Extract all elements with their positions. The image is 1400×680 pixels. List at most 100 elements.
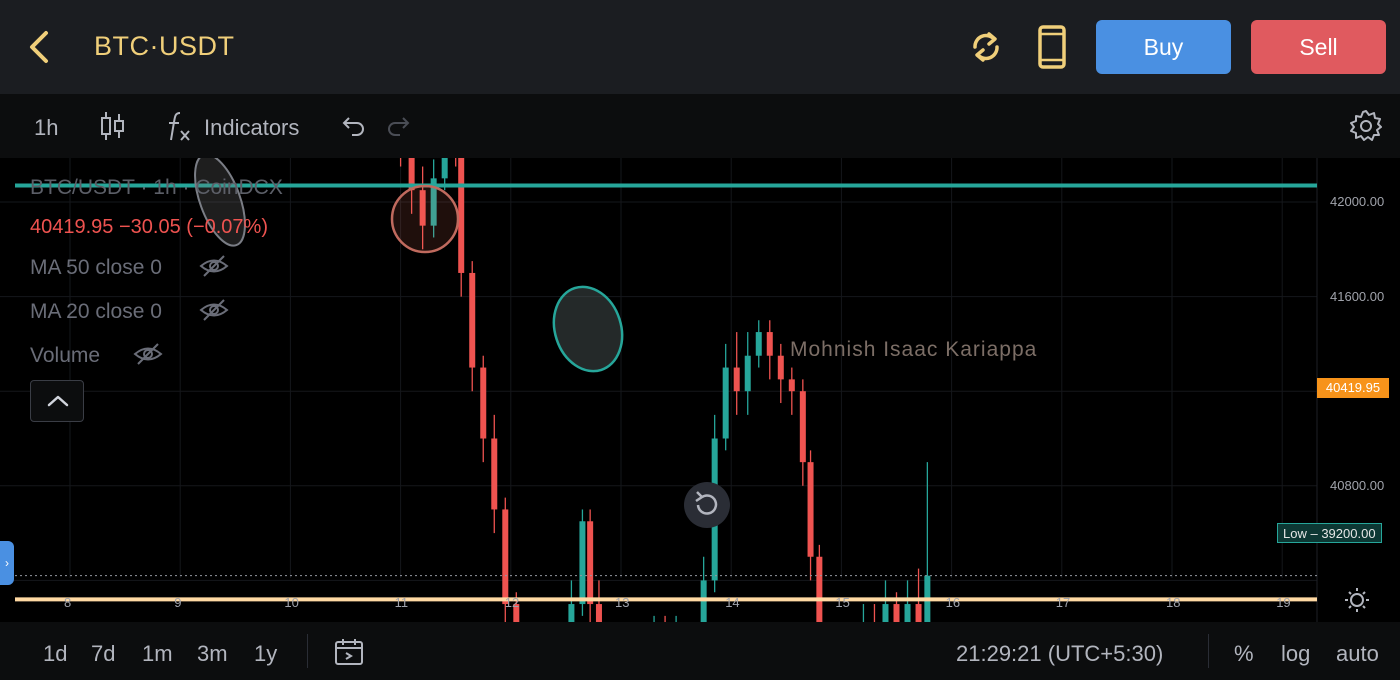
price-axis-label: 41600.00 — [1330, 288, 1385, 304]
interval-button[interactable]: 1h — [34, 115, 59, 140]
settings-gear-icon[interactable] — [1348, 108, 1384, 144]
candle — [700, 556, 707, 622]
legend-title: BTC/USDT · 1h · CoinDCX — [30, 176, 283, 199]
candle-type-icon[interactable] — [98, 110, 126, 142]
portrait-mode-icon[interactable] — [1032, 24, 1072, 70]
candle — [480, 355, 487, 463]
time-axis-label: 18 — [1166, 595, 1181, 610]
candle — [491, 414, 498, 534]
percent-scale-toggle[interactable]: % — [1234, 641, 1254, 666]
footer-divider — [307, 634, 308, 668]
annotation-circle-mid — [552, 285, 624, 373]
candle — [408, 158, 415, 214]
candle — [587, 509, 594, 622]
candle — [502, 497, 509, 622]
calendar-goto-icon[interactable] — [334, 638, 364, 666]
indicators-button[interactable]: Indicators — [204, 115, 300, 140]
legend-change: −30.05 — [118, 216, 181, 238]
legend-last-price: 40419.95 — [30, 216, 114, 238]
auto-scale-toggle[interactable]: auto — [1336, 641, 1379, 666]
hide-eye-icon[interactable] — [198, 254, 230, 278]
legend-price-line: 40419.95 −30.05 (−0.07%) — [30, 216, 268, 239]
time-axis-label: 17 — [1055, 595, 1071, 610]
price-axis-label: 42000.00 — [1330, 194, 1385, 209]
candle — [788, 367, 795, 415]
candle — [766, 320, 773, 380]
back-arrow-icon[interactable] — [22, 27, 56, 67]
chevron-up-icon — [47, 395, 69, 407]
candle — [441, 158, 448, 191]
fx-icon[interactable] — [164, 110, 192, 144]
side-panel-toggle[interactable]: › — [0, 541, 14, 585]
low-value: 39200.00 — [1321, 526, 1376, 541]
candle — [399, 158, 402, 167]
candle — [882, 580, 889, 622]
current-price-tag: 40419.95 — [1317, 378, 1389, 398]
candle — [469, 261, 476, 392]
footer-bar: 1d 7d 1m 3m 1y 21:29:21 (UTC+5:30) % log… — [0, 622, 1400, 680]
time-axis-label: 10 — [284, 595, 299, 610]
time-axis-label: 13 — [615, 595, 630, 610]
candle — [755, 320, 762, 368]
candle — [744, 332, 751, 415]
candle — [816, 544, 823, 622]
collapse-legend-button[interactable] — [30, 380, 84, 422]
range-1d[interactable]: 1d — [43, 641, 68, 666]
candlestick-chart[interactable] — [0, 158, 1400, 622]
refresh-icon[interactable] — [966, 24, 1006, 70]
legend-indicator-volume[interactable]: Volume — [30, 344, 101, 367]
candle — [904, 580, 911, 622]
candle — [513, 592, 520, 622]
candle — [873, 604, 876, 622]
candle — [893, 592, 900, 622]
buy-button[interactable]: Buy — [1096, 20, 1231, 74]
time-axis-label: 14 — [725, 595, 740, 610]
time-axis-label: 9 — [174, 595, 182, 610]
legend-indicator-ma50[interactable]: MA 50 close 0 — [30, 256, 162, 279]
candle — [722, 343, 729, 451]
chart-area[interactable]: 42000.0041600.0041200.0040800.0040000.00… — [0, 158, 1400, 680]
range-3m[interactable]: 3m — [197, 641, 228, 666]
hide-eye-icon[interactable] — [132, 342, 164, 366]
theme-sun-icon[interactable] — [1345, 588, 1369, 612]
candle — [733, 332, 740, 415]
low-price-tag: Low – 39200.00 — [1277, 523, 1382, 543]
candle — [862, 604, 865, 622]
candle — [799, 379, 806, 486]
time-axis-label: 19 — [1276, 595, 1291, 610]
chart-toolbar: 1h Indicators — [0, 94, 1400, 158]
range-1y[interactable]: 1y — [254, 641, 278, 666]
time-axis-label: 12 — [504, 595, 520, 610]
clock-timezone[interactable]: 21:29:21 (UTC+5:30) — [956, 641, 1164, 666]
annotation-circle-top — [390, 184, 460, 254]
candle — [568, 580, 575, 622]
redo-icon[interactable] — [386, 114, 412, 138]
candle — [807, 450, 814, 581]
candle — [455, 158, 457, 167]
range-7d[interactable]: 7d — [91, 641, 116, 666]
footer-divider — [1208, 634, 1209, 668]
candle — [458, 158, 465, 297]
low-label: Low — [1283, 526, 1307, 541]
time-axis-label: 11 — [394, 595, 409, 610]
candle — [777, 343, 784, 404]
legend-change-pct: (−0.07%) — [186, 216, 268, 238]
annotation-circle-faded — [194, 158, 246, 247]
hide-eye-icon[interactable] — [198, 298, 230, 322]
watermark-text: Mohnish Isaac Kariappa — [790, 338, 1038, 361]
pair-title: BTC·USDT — [94, 31, 235, 61]
range-1m[interactable]: 1m — [142, 641, 173, 666]
time-axis-label: 15 — [835, 595, 850, 610]
time-axis-label: 16 — [945, 595, 961, 610]
legend-indicator-ma20[interactable]: MA 20 close 0 — [30, 300, 162, 323]
price-axis-label: 40800.00 — [1330, 477, 1385, 493]
top-bar: BTC·USDT Buy Sell — [0, 0, 1400, 94]
reset-chart-button[interactable] — [684, 482, 730, 528]
undo-icon[interactable] — [340, 114, 366, 138]
time-axis-label: 8 — [64, 595, 72, 610]
candle — [419, 166, 426, 250]
log-scale-toggle[interactable]: log — [1281, 641, 1311, 666]
candle — [915, 568, 922, 622]
candle — [430, 159, 437, 238]
sell-button[interactable]: Sell — [1251, 20, 1386, 74]
